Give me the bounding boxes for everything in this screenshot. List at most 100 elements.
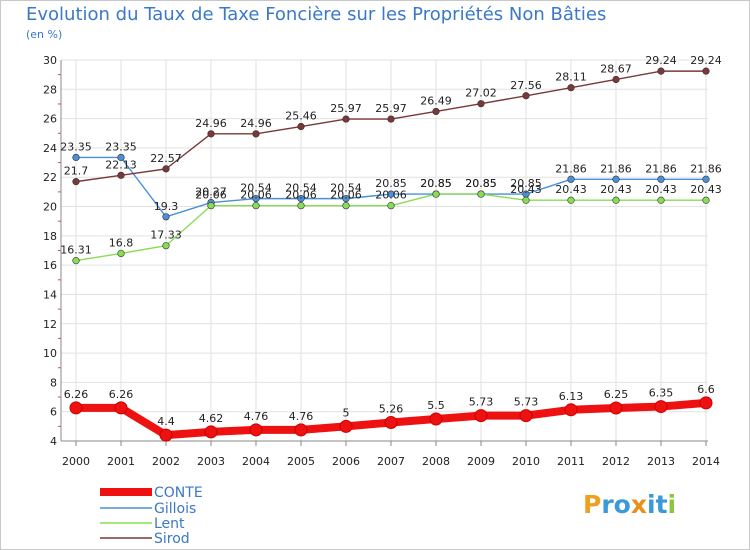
x-tick-label: 2010 <box>512 455 540 468</box>
data-label-lent: 20.85 <box>420 177 452 190</box>
data-point-conte <box>384 416 398 430</box>
data-label-lent: 20.06 <box>195 189 227 202</box>
data-label-conte: 6.26 <box>64 388 89 401</box>
x-tick-label: 2012 <box>602 455 630 468</box>
x-tick-label: 2005 <box>287 455 315 468</box>
data-point-lent <box>72 257 80 265</box>
legend-label-conte: CONTE <box>154 485 203 501</box>
logo-letter: i <box>647 490 656 519</box>
data-point-sirod <box>162 165 170 173</box>
data-label-lent: 20.43 <box>600 183 632 196</box>
x-tick-label: 2009 <box>467 455 495 468</box>
data-point-lent <box>342 202 350 210</box>
x-tick-label: 2007 <box>377 455 405 468</box>
gridlines <box>61 59 708 442</box>
data-label-gillois: 20.54 <box>240 182 272 195</box>
series-points <box>69 67 713 442</box>
x-tick-label: 2006 <box>332 455 360 468</box>
data-point-sirod <box>612 75 620 84</box>
data-point-gillois <box>342 195 350 203</box>
data-point-sirod <box>657 67 665 75</box>
data-label-lent: 20.06 <box>285 189 317 202</box>
data-point-gillois <box>567 175 575 183</box>
data-label-lent: 20.43 <box>645 183 677 196</box>
x-tick-label: 2014 <box>692 455 720 468</box>
data-label-conte: 6.35 <box>649 387 674 400</box>
data-label-sirod: 26.49 <box>420 94 452 107</box>
y-tick-label: 10 <box>43 347 57 360</box>
data-label-gillois: 21.86 <box>600 162 632 175</box>
data-label-conte: 4.76 <box>244 410 269 423</box>
x-tick-label: 2011 <box>557 455 585 468</box>
data-label-sirod: 29.24 <box>690 54 722 67</box>
y-tick-label: 16 <box>43 259 57 272</box>
data-point-conte <box>249 423 263 437</box>
y-tick-label: 6 <box>50 406 57 419</box>
logo-letter: i <box>667 490 677 519</box>
data-point-conte <box>339 419 353 433</box>
data-label-gillois: 20.85 <box>465 177 497 190</box>
y-tick-label: 8 <box>50 376 57 389</box>
data-label-gillois: 21.86 <box>555 162 587 175</box>
data-label-gillois: 21.86 <box>690 162 722 175</box>
data-label-sirod: 28.67 <box>600 62 632 75</box>
data-label-conte: 6.25 <box>604 388 629 401</box>
data-point-sirod <box>702 67 710 75</box>
data-point-conte <box>69 401 83 415</box>
x-tick-label: 2004 <box>242 455 270 468</box>
data-label-conte: 6.13 <box>559 390 584 403</box>
data-label-conte: 5.73 <box>514 396 539 409</box>
data-label-sirod: 27.02 <box>465 87 497 100</box>
data-label-sirod: 21.7 <box>64 165 89 178</box>
data-label-lent: 20.43 <box>690 183 722 196</box>
x-tick-label: 2013 <box>647 455 675 468</box>
data-label-conte: 5.73 <box>469 396 494 409</box>
data-label-sirod: 25.97 <box>375 102 407 115</box>
data-label-conte: 4.4 <box>157 415 175 428</box>
data-point-lent <box>702 196 710 204</box>
data-label-conte: 5 <box>343 406 350 419</box>
data-point-sirod <box>567 84 575 92</box>
y-tick-label: 14 <box>43 288 57 301</box>
y-tick-label: 28 <box>43 83 57 96</box>
data-point-sirod <box>432 107 440 116</box>
data-point-sirod <box>117 171 125 179</box>
data-label-conte: 6.26 <box>109 388 134 401</box>
data-label-gillois: 20.27 <box>195 186 227 199</box>
data-point-conte <box>474 409 488 423</box>
y-tick-label: 30 <box>43 54 57 67</box>
data-label-conte: 4.62 <box>199 412 224 425</box>
data-labels: 23.35 23.35 19.3 20.27 20.54 20.54 20.54 20.85 2… <box>60 54 722 428</box>
data-label-gillois: 23.35 <box>105 140 137 153</box>
data-label-sirod: 25.97 <box>330 102 362 115</box>
x-tick-label: 2008 <box>422 455 450 468</box>
logo-letter: P <box>583 490 602 519</box>
data-point-lent <box>297 202 305 210</box>
logo-letter: o <box>613 490 631 519</box>
data-point-conte <box>429 412 443 426</box>
data-label-lent: 16.31 <box>60 244 92 257</box>
data-label-gillois: 20.54 <box>330 182 362 195</box>
data-label-sirod: 24.96 <box>195 117 227 130</box>
data-point-sirod <box>297 122 305 131</box>
data-label-sirod: 22.13 <box>105 158 137 171</box>
data-label-lent: 20.85 <box>465 177 497 190</box>
data-label-gillois: 19.3 <box>154 200 179 213</box>
data-label-lent: 16.8 <box>109 236 134 249</box>
data-point-gillois <box>702 175 710 183</box>
legend-label-sirod: Sirod <box>154 531 190 547</box>
data-point-gillois <box>72 153 80 162</box>
data-point-sirod <box>207 130 215 138</box>
data-label-gillois: 20.54 <box>285 182 317 195</box>
data-label-gillois: 20.85 <box>375 177 407 190</box>
data-point-gillois <box>297 195 305 203</box>
data-point-lent <box>612 196 620 204</box>
y-tick-label: 4 <box>50 435 57 448</box>
data-point-lent <box>432 190 440 198</box>
data-label-gillois: 20.85 <box>510 177 542 190</box>
data-label-gillois: 23.35 <box>60 140 92 153</box>
y-tick-label: 24 <box>43 142 57 155</box>
data-point-conte <box>564 403 578 417</box>
